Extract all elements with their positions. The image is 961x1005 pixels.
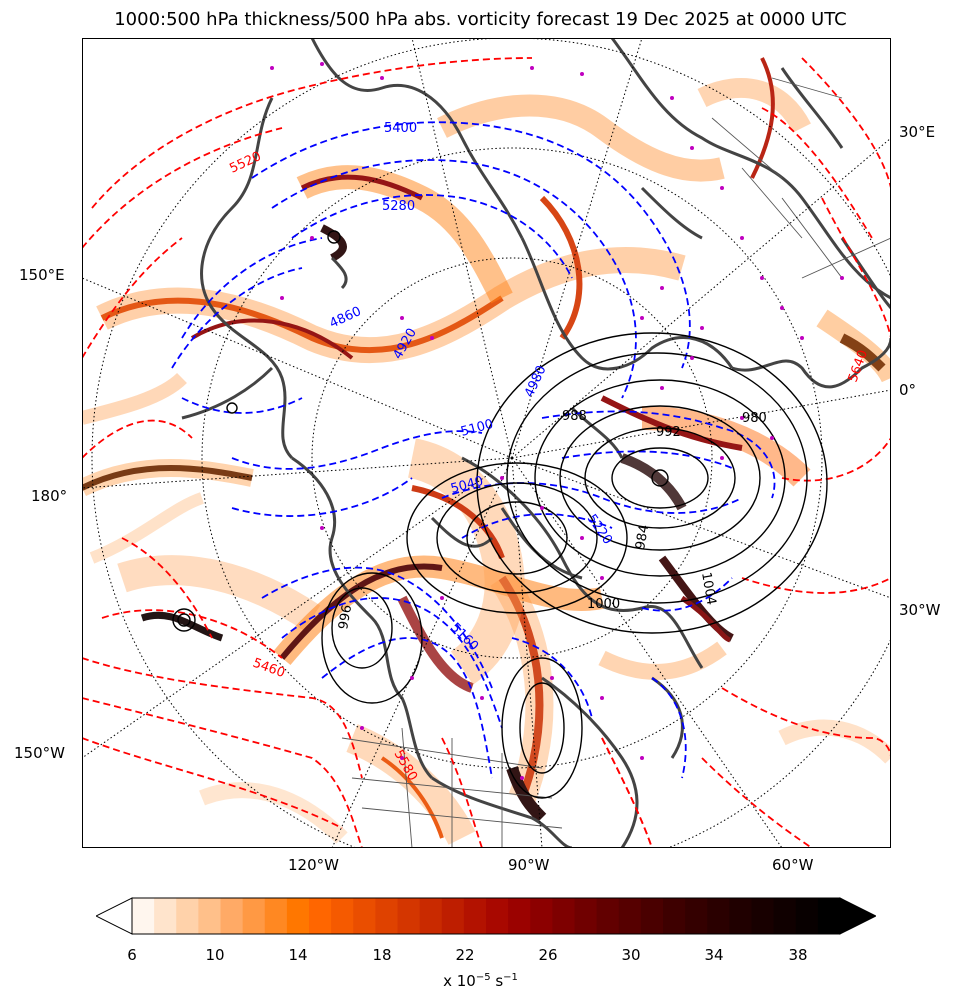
colorbar-cell — [795, 898, 819, 934]
colorbar-cell — [154, 898, 177, 934]
station-markers — [270, 62, 844, 780]
contour-label: 980 — [742, 411, 767, 426]
colorbar-cell — [751, 898, 775, 934]
colorbar-cell — [486, 898, 509, 934]
contour-label: 1004 — [698, 571, 719, 606]
colorbar-frame — [131, 897, 841, 935]
colorbar-cell — [441, 898, 465, 934]
contour-label: 5280 — [382, 199, 415, 214]
lon-label-60w: 60°W — [772, 856, 814, 874]
colorbar-tick: 18 — [372, 946, 392, 964]
colorbar-tick: 34 — [704, 946, 724, 964]
colorbar-cell — [463, 898, 487, 934]
colorbar-tick: 14 — [288, 946, 308, 964]
colorbar-cell — [596, 898, 620, 934]
colorbar-units: x 10−5 s−1 — [443, 972, 518, 990]
colorbar-cell — [309, 898, 332, 934]
colorbar-cell — [817, 898, 841, 934]
colorbar-cell — [508, 898, 531, 934]
map-frame — [82, 38, 891, 848]
colorbar-cell — [707, 898, 730, 934]
colorbar-extend-min — [96, 897, 133, 935]
colorbar-tick: 6 — [127, 946, 137, 964]
colorbar-cell — [220, 898, 244, 934]
colorbar-cell — [176, 898, 199, 934]
map-panel[interactable]: 5400 5280 4860 4920 4980 5100 5040 5160 … — [82, 38, 891, 848]
map-title: 1000:500 hPa thickness/500 hPa abs. vort… — [114, 9, 847, 30]
colorbar-cell — [663, 898, 686, 934]
colorbar-cell — [640, 898, 664, 934]
colorbar-cell — [552, 898, 576, 934]
thickness-contours-cold — [171, 121, 776, 779]
colorbar-extend-max — [839, 897, 876, 935]
lon-label-120w: 120°W — [288, 856, 339, 874]
colorbar-tick: 38 — [788, 946, 808, 964]
lon-label-150w: 150°W — [14, 744, 65, 762]
colorbar-cells — [132, 898, 841, 934]
colorbar-cell — [729, 898, 753, 934]
colorbar-cell — [685, 898, 708, 934]
colorbar-cell — [419, 898, 443, 934]
colorbar-cell — [264, 898, 288, 934]
lon-label-30e: 30°E — [899, 123, 936, 141]
colorbar-cell — [397, 898, 421, 934]
lon-label-150e: 150°E — [19, 266, 65, 284]
lon-label-30w: 30°W — [899, 601, 941, 619]
contour-label: 984 — [633, 524, 652, 551]
colorbar-cell — [132, 898, 155, 934]
lon-label-0: 0° — [899, 381, 917, 399]
lon-label-180: 180° — [31, 487, 68, 505]
colorbar-cell — [353, 898, 376, 934]
colorbar-tick: 22 — [455, 946, 475, 964]
lon-label-90w: 90°W — [508, 856, 550, 874]
mslp-contours — [172, 230, 828, 799]
colorbar-cell — [242, 898, 266, 934]
colorbar-cell — [198, 898, 222, 934]
colorbar-cell — [574, 898, 598, 934]
contour-label: 1000 — [587, 597, 620, 612]
colorbar-cell — [286, 898, 310, 934]
contour-label: 5400 — [384, 121, 417, 136]
forecast-map: 5400 5280 4860 4920 4980 5100 5040 5160 … — [82, 38, 891, 848]
contour-label: 988 — [562, 409, 587, 424]
colorbar-cell — [331, 898, 354, 934]
colorbar-tick: 10 — [205, 946, 225, 964]
contour-label: 996 — [336, 604, 355, 631]
colorbar-cell — [618, 898, 642, 934]
colorbar — [96, 897, 876, 935]
colorbar-tick: 26 — [538, 946, 558, 964]
colorbar-cell — [375, 898, 399, 934]
political-borders — [341, 77, 891, 848]
thickness-contours-warm — [82, 57, 891, 848]
colorbar-cell — [530, 898, 553, 934]
colorbar-cell — [773, 898, 797, 934]
colorbar-tick: 30 — [621, 946, 641, 964]
contour-label: 992 — [656, 425, 681, 440]
